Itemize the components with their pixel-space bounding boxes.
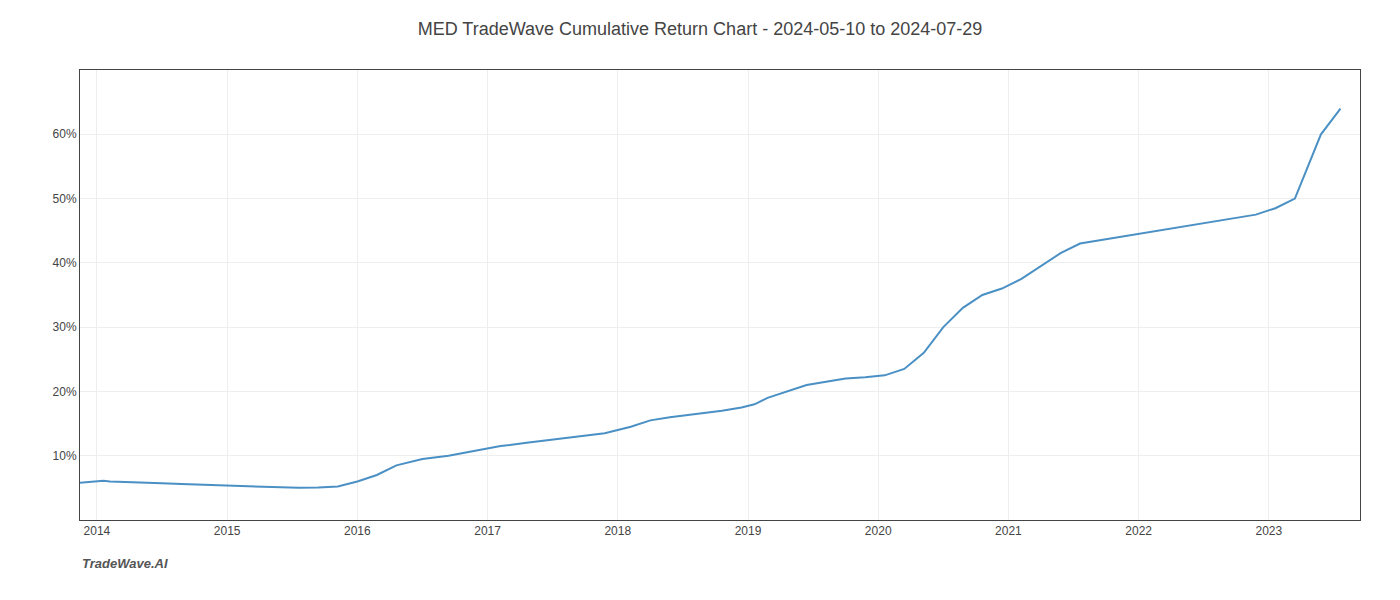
svg-text:50%: 50%	[53, 192, 77, 206]
svg-text:2019: 2019	[735, 524, 762, 538]
svg-text:2017: 2017	[474, 524, 501, 538]
svg-text:2014: 2014	[84, 524, 111, 538]
svg-text:30%: 30%	[53, 320, 77, 334]
svg-text:40%: 40%	[53, 256, 77, 270]
svg-text:2016: 2016	[344, 524, 371, 538]
svg-text:20%: 20%	[53, 385, 77, 399]
svg-text:2020: 2020	[865, 524, 892, 538]
svg-text:MED TradeWave Cumulative Retur: MED TradeWave Cumulative Return Chart - …	[418, 19, 983, 39]
svg-text:10%: 10%	[53, 449, 77, 463]
svg-text:TradeWave.AI: TradeWave.AI	[82, 556, 168, 571]
svg-text:2023: 2023	[1255, 524, 1282, 538]
svg-text:60%: 60%	[53, 127, 77, 141]
svg-text:2015: 2015	[214, 524, 241, 538]
svg-text:2021: 2021	[995, 524, 1022, 538]
svg-text:2018: 2018	[604, 524, 631, 538]
svg-text:2022: 2022	[1125, 524, 1152, 538]
